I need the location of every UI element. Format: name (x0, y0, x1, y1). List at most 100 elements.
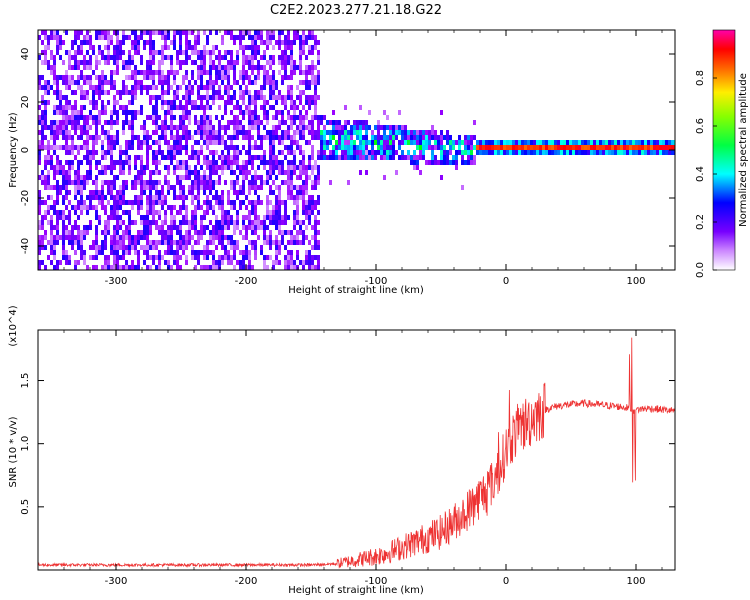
spectrogram-cell (146, 255, 149, 260)
spectrogram-cell (452, 155, 455, 160)
spectrogram-cell (479, 145, 482, 150)
spectrogram-cell (590, 140, 593, 145)
spectrogram-cell (191, 90, 194, 95)
spectrogram-cell (494, 150, 497, 155)
spectrogram-cell (152, 50, 155, 55)
spectrogram-cell (266, 255, 269, 260)
spectrogram-cell (38, 80, 41, 85)
spectrogram-cell (629, 145, 632, 150)
spectrogram-cell (215, 235, 218, 240)
spectrogram-cell (170, 235, 173, 240)
spectrogram-cell (41, 235, 44, 240)
spectrogram-cell (356, 130, 359, 135)
spectrogram-cell (176, 240, 179, 245)
spectrogram-cell (98, 115, 101, 120)
spectrogram-cell (194, 230, 197, 235)
y-tick-label: 0 (20, 147, 31, 153)
spectrogram-cell (122, 235, 125, 240)
spectrogram-cell (215, 55, 218, 60)
spectrogram-cell (296, 175, 299, 180)
spectrogram-cell (47, 255, 50, 260)
spectrogram-cell (377, 140, 380, 145)
spectrogram-cell (137, 200, 140, 205)
spectrogram-cell (182, 250, 185, 255)
spectrogram-cell (272, 190, 275, 195)
spectrogram-cell (305, 80, 308, 85)
spectrogram-cell (293, 30, 296, 35)
spectrogram-cell (191, 135, 194, 140)
spectrogram-cell (344, 120, 347, 125)
spectrogram-cell (386, 115, 389, 120)
spectrogram-cell (317, 75, 320, 80)
spectrogram-cell (251, 95, 254, 100)
spectrogram-cell (299, 45, 302, 50)
spectrogram-cell (176, 70, 179, 75)
spectrogram-cell (161, 95, 164, 100)
spectrogram-cell (266, 205, 269, 210)
spectrogram-cell (296, 130, 299, 135)
spectrogram-cell (65, 185, 68, 190)
spectrogram-cell (131, 260, 134, 265)
spectrogram-cell (230, 30, 233, 35)
spectrogram-cell (116, 195, 119, 200)
spectrogram-cell (68, 230, 71, 235)
spectrogram-cell (158, 240, 161, 245)
spectrogram-cell (215, 65, 218, 70)
y-tick-label: 20 (20, 96, 31, 109)
spectrogram-cell (191, 85, 194, 90)
spectrogram-cell (161, 30, 164, 35)
spectrogram-cell (125, 115, 128, 120)
spectrogram-cell (62, 200, 65, 205)
spectrogram-cell (338, 140, 341, 145)
spectrogram-cell (260, 35, 263, 40)
spectrogram-cell (74, 110, 77, 115)
snr-multiplier: (x10^4) (8, 305, 19, 346)
spectrogram-cell (107, 50, 110, 55)
spectrogram-cell (233, 230, 236, 235)
spectrogram-cell (467, 160, 470, 165)
spectrogram-cell (92, 205, 95, 210)
spectrogram-cell (272, 265, 275, 270)
spectrogram-cell (425, 130, 428, 135)
spectrogram-cell (248, 45, 251, 50)
spectrogram-cell (251, 60, 254, 65)
spectrogram-cell (95, 185, 98, 190)
spectrogram-cell (185, 30, 188, 35)
spectrogram-cell (251, 100, 254, 105)
spectrogram-cell (245, 130, 248, 135)
spectrogram-cell (80, 115, 83, 120)
colorbar-ticks: 0.00.20.40.60.8 (695, 70, 717, 278)
spectrogram-cell (290, 90, 293, 95)
spectrogram-cell (248, 75, 251, 80)
spectrogram-cell (215, 245, 218, 250)
spectrogram-cell (398, 110, 401, 115)
spectrogram-cell (332, 155, 335, 160)
spectrogram-cell (167, 245, 170, 250)
spectrogram-cell (218, 50, 221, 55)
spectrogram-cell (56, 265, 59, 270)
spectrogram-cell (272, 75, 275, 80)
spectrogram-cell (131, 60, 134, 65)
spectrogram-cell (329, 140, 332, 145)
spectrogram-cell (470, 140, 473, 145)
spectrogram-cell (170, 100, 173, 105)
x-tick-label: -100 (365, 576, 388, 587)
spectrogram-cell (584, 145, 587, 150)
spectrogram-cell (128, 215, 131, 220)
spectrogram-cell (359, 145, 362, 150)
spectrogram-cell (260, 40, 263, 45)
spectrogram-cell (266, 70, 269, 75)
spectrogram-cell (173, 35, 176, 40)
spectrogram-cell (425, 160, 428, 165)
spectrogram-cell (38, 205, 41, 210)
spectrogram-cell (284, 210, 287, 215)
spectrogram-cell (140, 220, 143, 225)
spectrogram-cell (446, 135, 449, 140)
spectrogram-cell (251, 185, 254, 190)
spectrogram-cell (107, 225, 110, 230)
spectrogram-cell (176, 175, 179, 180)
spectrogram-cell (290, 115, 293, 120)
spectrogram-cell (206, 195, 209, 200)
spectrogram-cell (248, 190, 251, 195)
spectrogram-cell (302, 170, 305, 175)
